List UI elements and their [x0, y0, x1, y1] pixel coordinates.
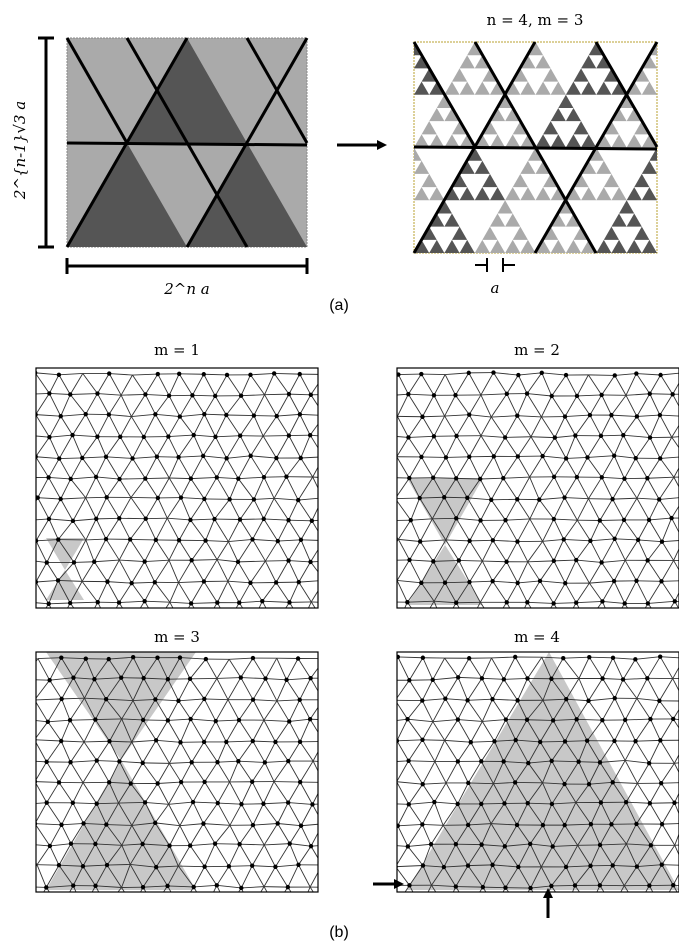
height-label: 2^{n-1}√3 a: [11, 101, 29, 200]
panel-m2-title: m = 2: [514, 341, 560, 359]
schematic-left-panel: [65, 37, 309, 248]
lattice-panel-m2: [396, 367, 679, 609]
caption-a: (a): [329, 297, 349, 314]
panel-m3-title: m = 3: [154, 628, 200, 646]
sierpinski-panel: [412, 41, 659, 254]
panel-m4-title: m = 4: [514, 628, 560, 646]
lattice-panel-m3: [35, 651, 319, 893]
scale-marker: [475, 258, 515, 272]
height-dimension: [38, 36, 54, 249]
lattice-panel-m4: [396, 651, 679, 893]
scale-label: a: [491, 279, 500, 297]
panel-m1-title: m = 1: [154, 341, 200, 359]
caption-b: (b): [329, 924, 349, 941]
width-label: 2^n a: [163, 280, 209, 298]
right-panel-title: n = 4, m = 3: [487, 11, 584, 29]
lattice-panel-m1: [35, 367, 319, 609]
width-dimension: [65, 258, 309, 274]
